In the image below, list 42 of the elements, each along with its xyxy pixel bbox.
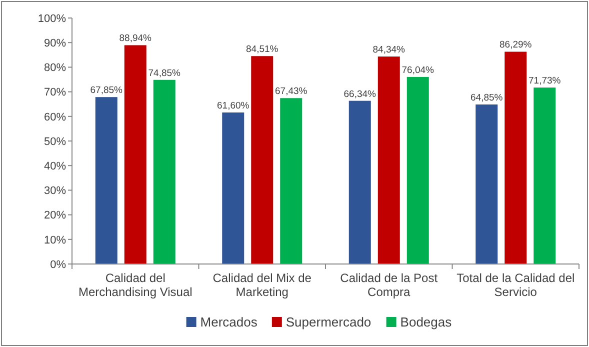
- data-label: 74,85%: [148, 68, 182, 79]
- legend-label: Mercados: [200, 314, 258, 330]
- bar: [95, 97, 118, 264]
- y-tick-label: 0%: [50, 258, 66, 271]
- bar: [348, 100, 371, 264]
- legend-label: Supermercado: [286, 314, 372, 330]
- data-label: 86,29%: [500, 40, 532, 51]
- bar: [280, 98, 302, 264]
- data-label: 88,94%: [119, 33, 152, 44]
- bar: [406, 76, 429, 264]
- y-tick-label: 10%: [44, 234, 66, 246]
- y-tick-label: 80%: [44, 62, 66, 74]
- y-tick-label: 20%: [44, 210, 66, 222]
- bar: [504, 52, 527, 264]
- y-tick-label: 60%: [44, 111, 66, 124]
- y-tick-label: 90%: [44, 37, 66, 50]
- bar: [222, 112, 244, 264]
- y-tick-label: 100%: [38, 12, 66, 25]
- bar: [153, 80, 176, 264]
- data-label: 71,73%: [528, 76, 562, 87]
- bar: [124, 45, 146, 264]
- legend-label: Bodegas: [400, 314, 452, 330]
- bar: [534, 88, 556, 264]
- x-tick-label: Total de la Calidad del Servicio: [456, 271, 575, 299]
- data-label: 66,34%: [344, 88, 377, 100]
- data-label: 64,85%: [470, 92, 504, 104]
- data-label: 67,85%: [90, 85, 124, 96]
- y-tick-label: 30%: [44, 185, 66, 198]
- x-tick-label: Calidad de la Post Compra: [340, 271, 438, 299]
- y-tick-label: 40%: [44, 160, 66, 172]
- bar: [378, 56, 400, 264]
- y-tick-label: 50%: [44, 136, 66, 148]
- data-label: 61,60%: [217, 100, 250, 112]
- data-label: 84,51%: [246, 44, 279, 56]
- bar: [251, 56, 274, 264]
- x-tick-label: Calidad del Merchandising Visual: [78, 271, 192, 299]
- y-tick-label: 70%: [44, 86, 66, 99]
- x-tick-label: Calidad del Mix de Marketing: [212, 271, 312, 299]
- data-label: 84,34%: [372, 44, 406, 56]
- data-label: 76,04%: [402, 64, 435, 76]
- bar: [476, 104, 498, 264]
- data-label: 67,43%: [275, 86, 308, 98]
